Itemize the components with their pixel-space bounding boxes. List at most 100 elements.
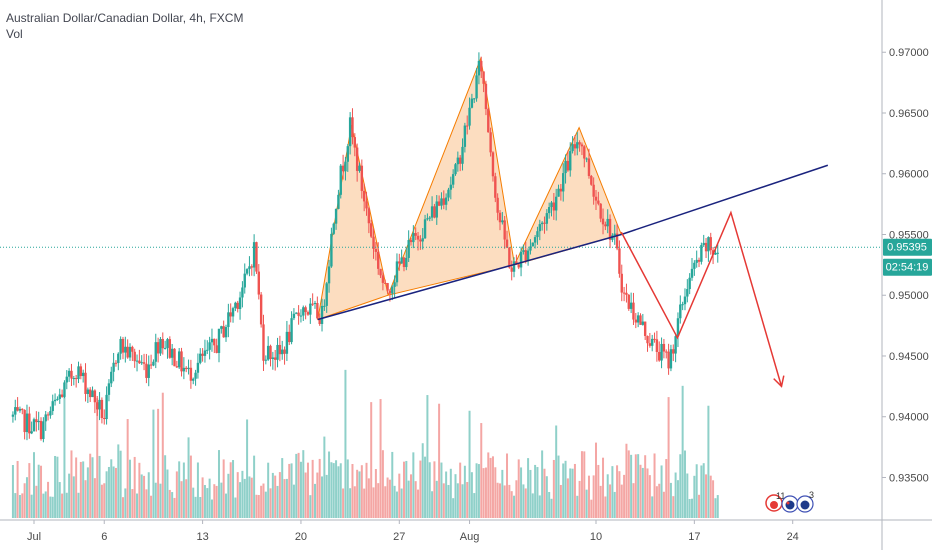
volume-bar bbox=[599, 485, 602, 518]
candle-body bbox=[259, 294, 263, 325]
candle-body bbox=[133, 351, 136, 362]
volume-bar bbox=[559, 484, 562, 518]
candle-body bbox=[156, 342, 160, 354]
candle-body bbox=[112, 362, 115, 372]
pattern-drawings[interactable] bbox=[317, 56, 622, 321]
volume-bar bbox=[299, 461, 302, 518]
volume-bar bbox=[602, 457, 605, 518]
volume-bar bbox=[192, 487, 195, 518]
candle-body bbox=[217, 328, 221, 353]
volume-bar bbox=[187, 437, 190, 518]
candle-body bbox=[592, 184, 595, 197]
projection-path[interactable] bbox=[620, 210, 783, 387]
volume-bar bbox=[431, 491, 434, 518]
volume-bar bbox=[442, 483, 445, 518]
volume-bar bbox=[309, 495, 312, 518]
candle-body bbox=[154, 342, 157, 362]
volume-bar bbox=[470, 472, 473, 518]
volume-bar bbox=[63, 394, 66, 518]
candle-body bbox=[306, 312, 310, 315]
candle-body bbox=[93, 390, 97, 403]
volume-bar bbox=[49, 496, 52, 518]
candle-body bbox=[117, 353, 120, 363]
candle-body bbox=[421, 238, 424, 242]
event-marker-middle[interactable] bbox=[781, 495, 799, 513]
event-marker-right[interactable]: 3 bbox=[796, 490, 814, 513]
candle-body bbox=[440, 198, 443, 206]
neckline[interactable] bbox=[317, 233, 622, 321]
volume-bar bbox=[47, 481, 50, 518]
volume-bar bbox=[667, 397, 670, 518]
candle-body bbox=[475, 75, 478, 99]
volume-bar bbox=[716, 495, 719, 518]
candle-body bbox=[711, 250, 715, 255]
trend-lines[interactable] bbox=[0, 164, 882, 388]
pattern-triangle[interactable] bbox=[317, 124, 389, 321]
candle-body bbox=[135, 360, 139, 362]
volume-bar bbox=[274, 475, 277, 518]
volume-bar bbox=[154, 482, 157, 518]
candle-body bbox=[273, 357, 277, 360]
candle-body bbox=[554, 196, 558, 211]
volume-bar bbox=[201, 477, 204, 518]
candle-body bbox=[224, 327, 228, 338]
price-axis[interactable]: 0.97000 0.96500 0.96000 0.95500 0.95000 0.945… bbox=[882, 47, 929, 484]
volume-bar bbox=[534, 464, 537, 518]
volume-bar bbox=[447, 484, 450, 518]
event-marker-left[interactable]: 11 bbox=[765, 491, 785, 512]
candle-body bbox=[536, 231, 539, 238]
volume-bar bbox=[82, 461, 85, 518]
volume-bar bbox=[705, 474, 708, 518]
candle-body bbox=[597, 200, 600, 204]
volume-bar bbox=[316, 472, 319, 518]
volume-bar bbox=[65, 492, 68, 518]
volume-bar bbox=[714, 498, 717, 518]
volume-bar bbox=[707, 405, 710, 518]
volume-bar bbox=[377, 483, 380, 518]
candle-body bbox=[362, 190, 366, 202]
candle-body bbox=[681, 304, 684, 306]
candle-body bbox=[540, 222, 544, 225]
candle-body bbox=[262, 324, 265, 361]
volume-bar bbox=[54, 455, 57, 518]
volume-bar bbox=[246, 419, 249, 518]
candle-body bbox=[79, 366, 83, 377]
volume-bar bbox=[498, 483, 501, 518]
candle-body bbox=[487, 109, 490, 133]
candle-body bbox=[524, 250, 527, 261]
volume-bar bbox=[133, 456, 136, 518]
candle-body bbox=[451, 174, 455, 185]
volume-bar bbox=[285, 478, 288, 518]
candle-body bbox=[498, 212, 502, 223]
volume-bar bbox=[119, 450, 122, 518]
candle-body bbox=[379, 268, 382, 276]
volume-bar bbox=[335, 460, 338, 518]
candle-body bbox=[473, 98, 476, 100]
volume-bar bbox=[23, 483, 26, 518]
time-axis[interactable]: Jul 6 13 20 27 Aug 10 17 24 bbox=[27, 520, 799, 543]
volume-bar bbox=[407, 480, 410, 518]
volume-bar bbox=[520, 467, 523, 518]
candle-body bbox=[669, 349, 673, 369]
volume-bar bbox=[681, 385, 684, 518]
volume-bar bbox=[166, 469, 169, 518]
last-price-value: 0.95395 bbox=[887, 242, 927, 254]
economic-events[interactable]: 11 3 bbox=[765, 490, 814, 513]
volume-bar bbox=[138, 462, 141, 518]
volume-bar bbox=[569, 468, 572, 518]
volume-bar bbox=[616, 465, 619, 518]
candle-body bbox=[655, 339, 659, 352]
volume-bar bbox=[522, 484, 525, 518]
volume-bar bbox=[342, 488, 345, 518]
volume-bar bbox=[702, 463, 705, 518]
volume-bar bbox=[695, 464, 698, 518]
candle-body bbox=[145, 363, 148, 378]
candle-body bbox=[180, 351, 183, 372]
volume-bar bbox=[227, 473, 230, 518]
trendline-extension[interactable] bbox=[621, 164, 829, 236]
volume-bar bbox=[40, 465, 43, 518]
last-price-badge: 0.95395 bbox=[883, 238, 932, 256]
volume-bar bbox=[239, 482, 242, 518]
volume-bar bbox=[562, 463, 565, 518]
